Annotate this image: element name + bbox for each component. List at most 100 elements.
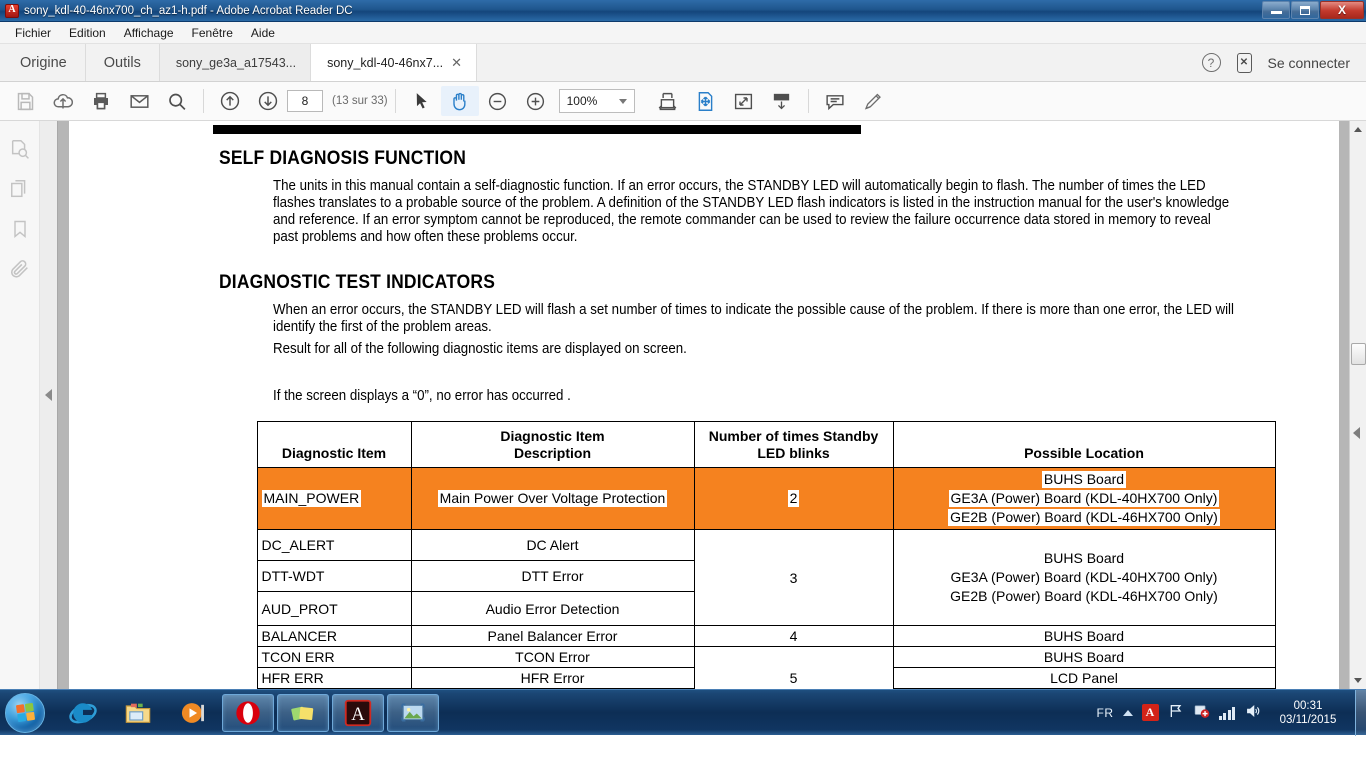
menu-fichier[interactable]: Fichier xyxy=(15,25,52,40)
show-desktop-button[interactable] xyxy=(1355,689,1366,736)
minimize-button[interactable] xyxy=(1262,1,1290,19)
menu-affichage[interactable]: Affichage xyxy=(123,25,174,40)
collapse-pane-icon[interactable] xyxy=(45,389,52,401)
hand-tool-icon[interactable] xyxy=(440,86,479,116)
taskbar-items: A xyxy=(57,693,439,732)
table-row[interactable]: BALANCER Panel Balancer Error 4 BUHS Boa… xyxy=(256,625,1276,647)
header-description: Diagnostic Item Description xyxy=(410,421,695,468)
home-button[interactable]: Origine xyxy=(0,44,86,81)
show-hidden-icons-arrow[interactable] xyxy=(1122,709,1133,716)
table-row[interactable]: HFR ERR HFR Error LCD Panel xyxy=(256,667,1276,689)
page-number-input[interactable]: 8 xyxy=(287,90,323,112)
pane-divider[interactable] xyxy=(40,121,58,689)
document-tab-2[interactable]: sony_kdl-40-46nx7... ✕ xyxy=(311,44,478,81)
table-row[interactable]: TCON ERR TCON Error 5 BUHS Board xyxy=(256,646,1276,689)
avira-icon[interactable]: A xyxy=(1141,704,1159,721)
fit-page-icon[interactable] xyxy=(687,86,725,116)
header-blinks-line2: LED blinks xyxy=(757,444,830,461)
collapse-right-pane-icon[interactable] xyxy=(1353,427,1360,439)
menu-aide[interactable]: Aide xyxy=(250,25,275,40)
cell-location-line1: BUHS Board xyxy=(1043,550,1125,566)
taskbar-internet-explorer[interactable] xyxy=(57,694,109,732)
document-tab-2-label: sony_kdl-40-46nx7... xyxy=(327,55,444,70)
clock[interactable]: 00:31 03/11/2015 xyxy=(1271,699,1345,727)
fit-width-icon[interactable] xyxy=(649,86,687,116)
volume-icon[interactable] xyxy=(1244,703,1262,722)
taskbar-photo-viewer[interactable] xyxy=(387,693,439,732)
zoom-in-icon[interactable] xyxy=(517,86,555,116)
save-icon[interactable] xyxy=(6,86,44,116)
table-row[interactable]: P_ID_ERR Panel ID NVM Error TCON Control… xyxy=(256,688,1276,689)
table-row[interactable]: DC_ALERT DC Alert 3 BUHS Board GE3A (Pow… xyxy=(256,529,1276,626)
cell-location: BUHS Board xyxy=(892,646,1276,668)
taskbar-windows-explorer[interactable] xyxy=(112,694,164,732)
email-icon[interactable] xyxy=(120,86,158,116)
window-title: sony_kdl-40-46nx700_ch_az1-h.pdf - Adobe… xyxy=(24,4,353,17)
cursor-select-icon[interactable] xyxy=(403,86,441,116)
header-description-line1: Diagnostic Item xyxy=(500,427,605,444)
windows-update-icon[interactable] xyxy=(1193,703,1210,723)
document-viewport[interactable]: SELF DIAGNOSIS FUNCTION The units in thi… xyxy=(58,121,1349,689)
comment-icon[interactable] xyxy=(816,86,854,116)
cloud-upload-icon[interactable] xyxy=(44,86,82,116)
attachment-icon[interactable] xyxy=(8,257,32,281)
tools-button[interactable]: Outils xyxy=(85,44,160,81)
cell-item: BALANCER xyxy=(256,625,412,647)
diagnostic-table-wrap: Diagnostic Item Diagnostic Item Descript… xyxy=(256,421,1276,689)
table-row[interactable]: AUD_PROT Audio Error Detection xyxy=(256,591,1275,626)
start-button[interactable] xyxy=(5,692,45,733)
cell-blinks: 3 xyxy=(693,529,894,626)
cell-description: HFR Error xyxy=(410,667,695,689)
taskbar-acrobat-reader[interactable]: A xyxy=(332,693,384,732)
table-row[interactable]: DTT-WDT DTT Error xyxy=(256,560,1275,592)
close-button[interactable]: X xyxy=(1320,1,1364,19)
restore-button[interactable] xyxy=(1291,1,1319,19)
header-blinks-line1: Number of times Standby xyxy=(708,427,879,444)
arrow-down-circle-icon[interactable] xyxy=(249,86,287,116)
language-indicator[interactable]: FR xyxy=(1096,705,1114,720)
scroll-page-icon[interactable] xyxy=(763,86,801,116)
header-diagnostic-item: Diagnostic Item xyxy=(256,421,412,468)
main-area: SELF DIAGNOSIS FUNCTION The units in thi… xyxy=(0,121,1366,689)
taskbar-media-player[interactable] xyxy=(167,694,219,732)
page-paragraph-1: The units in this manual contain a self-… xyxy=(272,178,1229,245)
pages-icon[interactable] xyxy=(8,177,32,201)
chevron-down-icon xyxy=(618,98,627,104)
cell-description: Panel Balancer Error xyxy=(410,625,695,647)
sign-in-button[interactable]: Se connecter xyxy=(1267,54,1351,71)
page-count-label: (13 sur 33) xyxy=(332,95,388,107)
header-diagnostic-item-line: Diagnostic Item xyxy=(281,445,387,461)
zoom-level-dropdown[interactable]: 100% xyxy=(558,89,635,113)
windows-logo-icon xyxy=(15,702,35,723)
vertical-scrollbar[interactable] xyxy=(1349,121,1366,689)
taskbar-notes[interactable] xyxy=(277,693,329,732)
document-tab-1[interactable]: sony_ge3a_a17543... xyxy=(159,44,312,81)
highlight-pen-icon[interactable] xyxy=(854,86,892,116)
scroll-thumb[interactable] xyxy=(1351,343,1366,365)
thumbnail-search-icon[interactable] xyxy=(8,137,32,161)
zoom-out-icon[interactable] xyxy=(479,86,517,116)
fullscreen-icon[interactable] xyxy=(725,86,763,116)
menu-fenetre[interactable]: Fenêtre xyxy=(191,25,233,40)
menu-edition[interactable]: Edition xyxy=(69,25,106,40)
system-tray: FR A 00:31 03/11/2015 xyxy=(1097,699,1352,727)
network-signal-icon[interactable] xyxy=(1218,706,1235,720)
mobile-link-icon[interactable]: ✕ xyxy=(1236,52,1252,73)
scroll-up-arrow[interactable] xyxy=(1350,121,1366,138)
pdf-page: SELF DIAGNOSIS FUNCTION The units in thi… xyxy=(68,121,1339,689)
action-center-flag-icon[interactable] xyxy=(1168,703,1184,722)
close-icon[interactable]: ✕ xyxy=(451,55,463,70)
taskbar-opera[interactable] xyxy=(222,693,274,732)
menubar: Fichier Edition Affichage Fenêtre Aide xyxy=(0,22,1366,44)
print-icon[interactable] xyxy=(82,86,120,116)
scroll-down-arrow[interactable] xyxy=(1350,672,1366,689)
help-icon[interactable]: ? xyxy=(1201,53,1221,72)
cell-description: Audio Error Detection xyxy=(410,591,695,626)
search-icon[interactable] xyxy=(158,86,196,116)
svg-text:A: A xyxy=(351,704,365,725)
table-row[interactable]: MAIN_POWER Main Power Over Voltage Prote… xyxy=(256,467,1276,530)
arrow-up-circle-icon[interactable] xyxy=(211,86,249,116)
acrobat-icon xyxy=(5,3,19,18)
cell-blinks: 4 xyxy=(693,625,894,647)
bookmark-icon[interactable] xyxy=(8,217,32,241)
